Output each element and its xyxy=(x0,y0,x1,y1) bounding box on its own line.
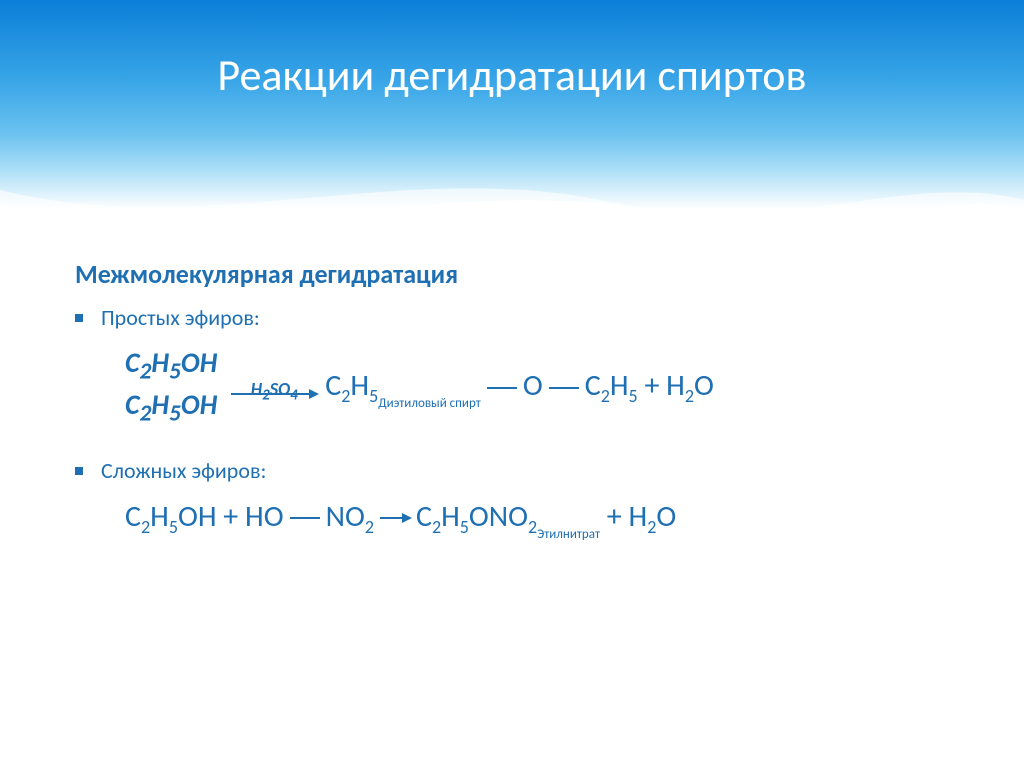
t: 5 xyxy=(169,516,178,538)
wave-decoration xyxy=(0,150,1024,250)
t: C xyxy=(585,367,601,404)
t: 2 xyxy=(141,516,150,538)
product-label: Диэтиловый спирт xyxy=(378,396,481,411)
t: 5 xyxy=(369,385,378,407)
slide-title: Реакции дегидратации спиртов xyxy=(0,48,1024,102)
t: 2 xyxy=(601,385,610,407)
subheading: Межмолекулярная дегидратация xyxy=(75,258,964,290)
t: ONO xyxy=(469,498,528,535)
t: H xyxy=(151,345,169,380)
bullet-text: Простых эфиров: xyxy=(101,304,260,331)
t: OH xyxy=(181,387,217,422)
t: + H xyxy=(600,498,647,535)
t: C xyxy=(325,367,341,404)
arrow-icon xyxy=(380,517,410,519)
header-background xyxy=(0,0,1024,210)
t: C xyxy=(125,498,141,535)
bullet-icon xyxy=(75,314,83,322)
t: O xyxy=(694,367,714,404)
content-area: Межмолекулярная дегидратация Простых эфи… xyxy=(75,258,964,538)
bond-icon xyxy=(290,517,320,519)
t: OH + HO xyxy=(178,498,284,535)
t: 2 xyxy=(140,399,152,427)
t: C xyxy=(125,345,140,380)
t: 2 xyxy=(365,516,374,538)
reactants-stack: C2H5OH C2H5OH xyxy=(125,345,217,429)
t: 2 xyxy=(262,387,270,405)
product-label-2: Этилнитрат xyxy=(537,527,600,542)
t: C xyxy=(125,387,140,422)
catalyst: H2SO4 xyxy=(251,378,298,405)
reactant-a: C2H5OH xyxy=(125,345,217,387)
t: H xyxy=(251,378,262,400)
bond-icon xyxy=(549,387,579,389)
t: 5 xyxy=(169,358,181,386)
t: 2 xyxy=(647,516,656,538)
t: H xyxy=(151,387,169,422)
reaction-arrow: H2SO4 xyxy=(231,378,317,395)
t: O xyxy=(656,498,676,535)
t: O xyxy=(523,367,543,404)
bond-icon xyxy=(487,387,517,389)
t: 2 xyxy=(140,358,152,386)
slide: Реакции дегидратации спиртов Межмолекуля… xyxy=(0,0,1024,767)
t: + H xyxy=(638,367,685,404)
reactant-b: C2H5OH xyxy=(125,387,217,429)
equation-1: C2H5OH C2H5OH H2SO4 C2H5Диэтиловый спирт… xyxy=(125,345,964,429)
t: H xyxy=(610,367,629,404)
equation-1-row: C2H5OH C2H5OH H2SO4 C2H5Диэтиловый спирт… xyxy=(125,345,964,429)
arrow-icon xyxy=(231,393,317,395)
t: 5 xyxy=(629,385,638,407)
t: C xyxy=(416,498,432,535)
t: H xyxy=(150,498,169,535)
t: 5 xyxy=(460,516,469,538)
t: 2 xyxy=(528,516,537,538)
bullet-icon xyxy=(75,467,83,475)
t: H xyxy=(441,498,460,535)
t: H xyxy=(350,367,369,404)
t: 4 xyxy=(290,387,298,405)
bullet-simple-ethers: Простых эфиров: xyxy=(75,304,964,331)
bullet-complex-ethers: Сложных эфиров: xyxy=(75,457,964,484)
products: C2H5Диэтиловый спиртOC2H5 + H2O xyxy=(325,367,714,407)
t: 2 xyxy=(341,385,350,407)
bullet-text: Сложных эфиров: xyxy=(101,457,266,484)
t: 5 xyxy=(169,399,181,427)
t: NO xyxy=(326,498,365,535)
t: OH xyxy=(181,345,217,380)
t: 2 xyxy=(432,516,441,538)
equation-2: C2H5OH + HONO2C2H5ONO2Этилнитрат + H2O xyxy=(125,498,964,538)
t: 2 xyxy=(685,385,694,407)
t: SO xyxy=(270,378,290,400)
